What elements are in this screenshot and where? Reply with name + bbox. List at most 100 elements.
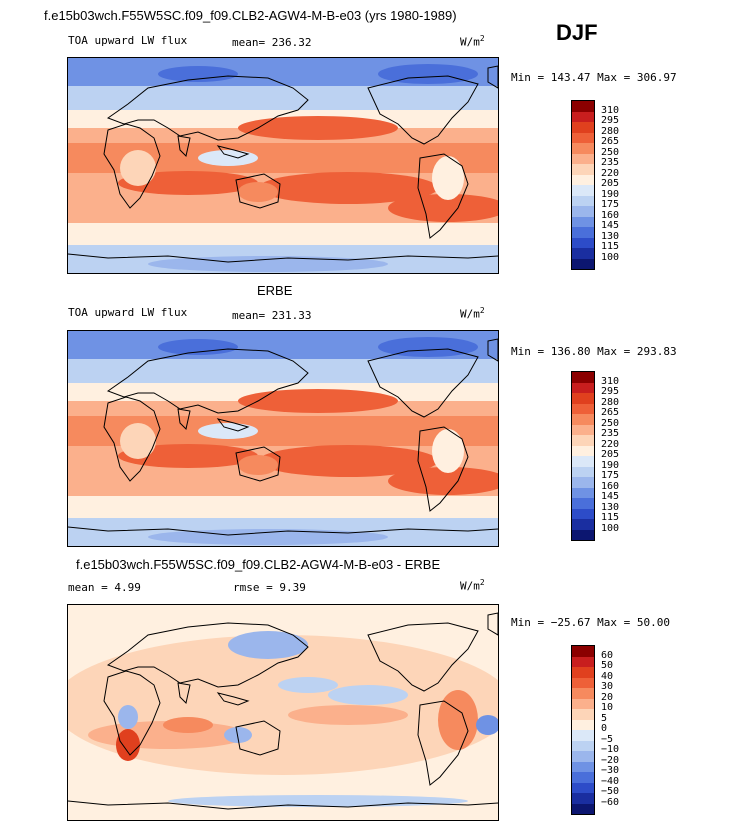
colorbar-swatch [572,529,594,540]
colorbar-swatch [572,216,594,227]
colorbar-swatch [572,248,594,259]
colorbar-swatch [572,793,594,804]
colorbar-swatch [572,477,594,488]
colorbar-swatch [572,688,594,699]
colorbar-level-label: 130 [601,230,620,242]
coastline [235,446,281,482]
panel-2-mean-label: mean= 231.33 [232,309,312,322]
colorbar-swatch [572,101,594,112]
colorbar-level-label: 160 [601,480,620,492]
colorbar-level-label: −60 [601,796,620,808]
panel-3-mean-label: mean = 4.99 [68,581,141,594]
panel-2-map [67,330,499,547]
coastline [216,692,250,706]
colorbar-swatch [572,435,594,446]
panel-3-rmse-label: rmse = 9.39 [233,581,306,594]
coastline [367,348,479,418]
colorbar-level-label: 190 [601,188,620,200]
colorbar-level-label: 310 [601,375,620,387]
colorbar-level-label: 115 [601,241,620,252]
colorbar-swatch [572,174,594,185]
colorbar-swatch [572,519,594,530]
colorbar-level-label: 175 [601,470,620,481]
coastline [177,135,191,157]
coastline [68,800,498,810]
colorbar-swatch [572,227,594,238]
colorbar-level-label: 190 [601,459,620,471]
colorbar-level-label: 160 [601,209,620,221]
colorbar-level-label: 235 [601,157,620,168]
colorbar-swatch [572,132,594,143]
colorbar-swatch [572,698,594,709]
panel-1-colorbar [571,100,595,270]
colorbar-level-label: 205 [601,178,620,189]
colorbar-swatch [572,424,594,435]
colorbar-swatch [572,803,594,814]
colorbar-swatch [572,403,594,414]
colorbar-swatch [572,646,594,657]
colorbar-level-label: 50 [601,660,614,671]
colorbar-swatch [572,195,594,206]
colorbar-level-label: 175 [601,199,620,210]
colorbar-swatch [572,237,594,248]
coastline [106,75,309,141]
coastline [367,622,479,692]
colorbar-swatch [572,445,594,456]
panel-2-colorbar [571,371,595,541]
colorbar-swatch [572,782,594,793]
colorbar-swatch [572,772,594,783]
panel-2-minmax: Min = 136.80 Max = 293.83 [511,345,677,358]
panel-1-units: W/m2 [460,34,485,49]
colorbar-swatch [572,206,594,217]
coastline [216,418,250,432]
colorbar-level-label: 30 [601,681,614,692]
colorbar-swatch [572,414,594,425]
coastline [68,253,498,263]
colorbar-level-label: 145 [601,220,620,231]
coastline [106,348,309,414]
coastline [487,338,498,362]
colorbar-level-label: −10 [601,744,620,755]
panel-1-map [67,57,499,274]
colorbar-swatch [572,498,594,509]
coastline [235,720,281,756]
coastline [103,123,161,209]
colorbar-swatch [572,751,594,762]
colorbar-level-label: 250 [601,146,620,158]
coastline [103,670,161,756]
colorbar-level-label: 220 [601,167,620,179]
coastline [177,408,191,430]
colorbar-level-label: 265 [601,407,620,418]
colorbar-level-label: 0 [601,723,608,734]
panel-2-field-label: TOA upward LW flux [68,306,188,319]
colorbar-level-label: 205 [601,449,620,460]
colorbar-swatch [572,393,594,404]
colorbar-swatch [572,372,594,383]
coastline [417,426,469,512]
colorbar-swatch [572,153,594,164]
coastline [417,153,469,239]
colorbar-level-label: 5 [601,712,608,724]
panel-3-colorbar [571,645,595,815]
colorbar-level-label: 310 [601,104,620,116]
coastline [177,682,191,704]
coastline [487,612,498,636]
coastline [103,396,161,482]
colorbar-swatch [572,111,594,122]
colorbar-level-label: 60 [601,649,614,661]
colorbar-level-label: 100 [601,522,620,534]
season-label: DJF [556,20,598,45]
colorbar-level-label: 130 [601,501,620,513]
colorbar-level-label: −30 [601,765,620,776]
colorbar-swatch [572,677,594,688]
figure-title: f.e15b03wch.F55W5SC.f09_f09.CLB2-AGW4-M-… [44,8,457,23]
colorbar-swatch [572,656,594,667]
colorbar-level-label: 10 [601,702,614,713]
coastline [417,700,469,786]
colorbar-level-label: −20 [601,754,620,766]
colorbar-level-label: 235 [601,428,620,439]
colorbar-level-label: 100 [601,251,620,263]
colorbar-swatch [572,730,594,741]
colorbar-level-label: 295 [601,115,620,126]
panel-2-subtitle: ERBE [257,283,293,298]
